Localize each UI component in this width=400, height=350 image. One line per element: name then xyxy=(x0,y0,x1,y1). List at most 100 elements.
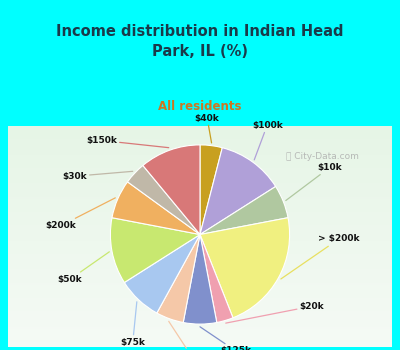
Bar xyxy=(8,278,392,280)
Bar xyxy=(8,322,392,324)
Bar xyxy=(8,302,392,304)
Bar xyxy=(8,287,392,289)
Bar xyxy=(8,318,392,320)
Bar xyxy=(8,314,392,316)
Bar xyxy=(8,234,392,236)
Bar xyxy=(8,148,392,150)
Bar xyxy=(8,172,392,175)
Bar xyxy=(8,210,392,212)
Bar xyxy=(8,270,392,272)
Bar xyxy=(8,126,392,128)
Bar xyxy=(8,166,392,168)
Wedge shape xyxy=(124,234,200,313)
Wedge shape xyxy=(200,187,288,234)
Bar xyxy=(8,179,392,181)
Bar xyxy=(8,324,392,327)
Bar xyxy=(8,137,392,139)
Bar xyxy=(8,296,392,298)
Text: $20k: $20k xyxy=(226,302,324,323)
Bar xyxy=(8,304,392,307)
Bar xyxy=(8,331,392,333)
Bar xyxy=(8,263,392,265)
Text: > $200k: > $200k xyxy=(281,234,360,279)
Bar xyxy=(8,170,392,172)
Bar xyxy=(8,267,392,270)
Bar xyxy=(8,291,392,294)
Text: $30k: $30k xyxy=(62,171,133,181)
Bar xyxy=(8,316,392,318)
Bar xyxy=(8,133,392,135)
Bar xyxy=(8,146,392,148)
Bar xyxy=(8,265,392,267)
Text: $10k: $10k xyxy=(286,163,342,201)
Bar xyxy=(8,238,392,241)
Bar xyxy=(8,230,392,232)
Bar xyxy=(8,168,392,170)
Bar xyxy=(8,294,392,296)
Bar xyxy=(8,188,392,190)
Wedge shape xyxy=(183,234,217,324)
Bar xyxy=(8,163,392,166)
Wedge shape xyxy=(112,182,200,234)
Bar xyxy=(8,155,392,157)
Bar xyxy=(8,221,392,223)
Bar xyxy=(8,236,392,238)
Text: $50k: $50k xyxy=(58,252,109,284)
Bar xyxy=(8,192,392,194)
Bar xyxy=(8,309,392,311)
Wedge shape xyxy=(128,166,200,234)
Text: ⓘ City-Data.com: ⓘ City-Data.com xyxy=(286,153,359,161)
Bar xyxy=(8,223,392,225)
Bar xyxy=(8,183,392,186)
Bar xyxy=(8,298,392,300)
Text: All residents: All residents xyxy=(158,100,242,113)
Wedge shape xyxy=(157,234,200,322)
Text: $75k: $75k xyxy=(120,302,145,346)
Bar xyxy=(8,232,392,234)
Bar xyxy=(8,272,392,274)
Text: $150k: $150k xyxy=(86,136,169,148)
Text: $200k: $200k xyxy=(46,198,115,230)
Bar xyxy=(8,344,392,346)
Bar xyxy=(8,285,392,287)
Bar xyxy=(8,159,392,161)
Bar xyxy=(8,205,392,208)
Bar xyxy=(8,307,392,309)
Bar xyxy=(8,186,392,188)
Bar xyxy=(8,139,392,141)
Bar xyxy=(8,243,392,245)
Bar xyxy=(8,276,392,278)
Wedge shape xyxy=(110,218,200,282)
Bar xyxy=(8,260,392,263)
Bar xyxy=(8,300,392,302)
Bar xyxy=(8,128,392,131)
Bar xyxy=(8,177,392,179)
Bar xyxy=(8,199,392,201)
Bar xyxy=(8,181,392,183)
Bar xyxy=(8,208,392,210)
Bar xyxy=(8,216,392,219)
Bar xyxy=(8,333,392,335)
Bar xyxy=(8,258,392,260)
Bar xyxy=(8,203,392,205)
Bar xyxy=(8,342,392,344)
Bar xyxy=(8,225,392,228)
Bar xyxy=(8,194,392,197)
Bar xyxy=(8,250,392,252)
Bar xyxy=(8,274,392,276)
Bar xyxy=(8,320,392,322)
Bar xyxy=(8,219,392,221)
Bar xyxy=(8,241,392,243)
Wedge shape xyxy=(143,145,200,235)
Text: $40k: $40k xyxy=(195,113,220,143)
Bar xyxy=(8,245,392,247)
Wedge shape xyxy=(200,148,276,234)
Bar xyxy=(8,212,392,214)
Bar xyxy=(8,282,392,285)
Bar xyxy=(8,311,392,314)
Bar xyxy=(8,247,392,250)
Text: $60k: $60k xyxy=(169,321,203,350)
Bar xyxy=(8,153,392,155)
Bar xyxy=(8,338,392,340)
Wedge shape xyxy=(200,218,290,318)
